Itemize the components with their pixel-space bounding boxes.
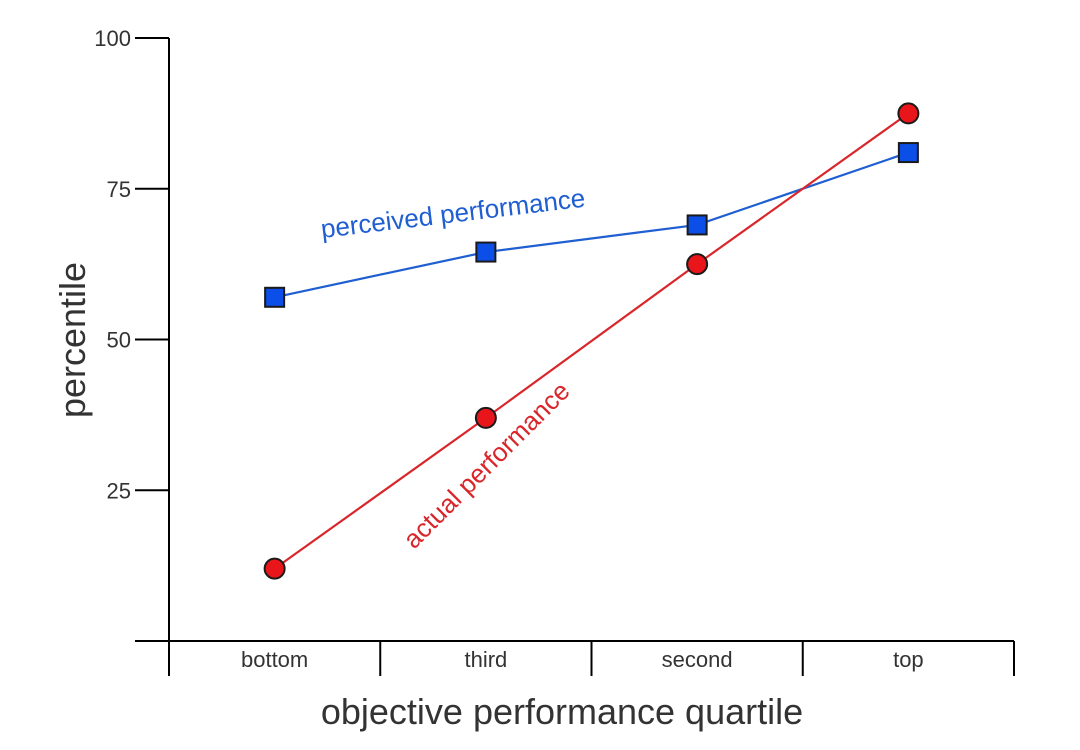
y-tick-label: 100 xyxy=(94,26,131,51)
y-tick-label: 25 xyxy=(107,478,131,503)
actual-performance-point xyxy=(474,406,497,429)
actual-performance-point xyxy=(686,253,709,276)
x-tick-label: top xyxy=(893,647,924,672)
perceived-performance-point xyxy=(475,241,497,263)
x-axis-title: objective performance quartile xyxy=(321,691,803,732)
perceived-performance-point xyxy=(264,286,286,308)
y-ticks: 25 50 75 100 xyxy=(94,26,169,503)
x-ticks: bottom third second top xyxy=(168,641,1015,676)
actual-performance-point xyxy=(897,102,920,125)
series: perceived performance actual performance xyxy=(263,102,920,580)
x-tick-label: second xyxy=(662,647,733,672)
actual-performance-line xyxy=(273,112,910,570)
perceived-performance-point xyxy=(686,214,708,236)
y-tick-label: 75 xyxy=(107,177,131,202)
actual-performance-point xyxy=(263,557,286,580)
series-label-actual: actual performance xyxy=(397,376,576,555)
perceived-performance-point xyxy=(897,142,919,164)
y-tick-label: 50 xyxy=(107,328,131,353)
x-tick-label: third xyxy=(464,647,507,672)
axes xyxy=(135,38,1014,676)
x-tick-label: bottom xyxy=(241,647,308,672)
series-label-perceived: perceived performance xyxy=(319,183,587,244)
y-axis-title: percentile xyxy=(52,262,93,418)
